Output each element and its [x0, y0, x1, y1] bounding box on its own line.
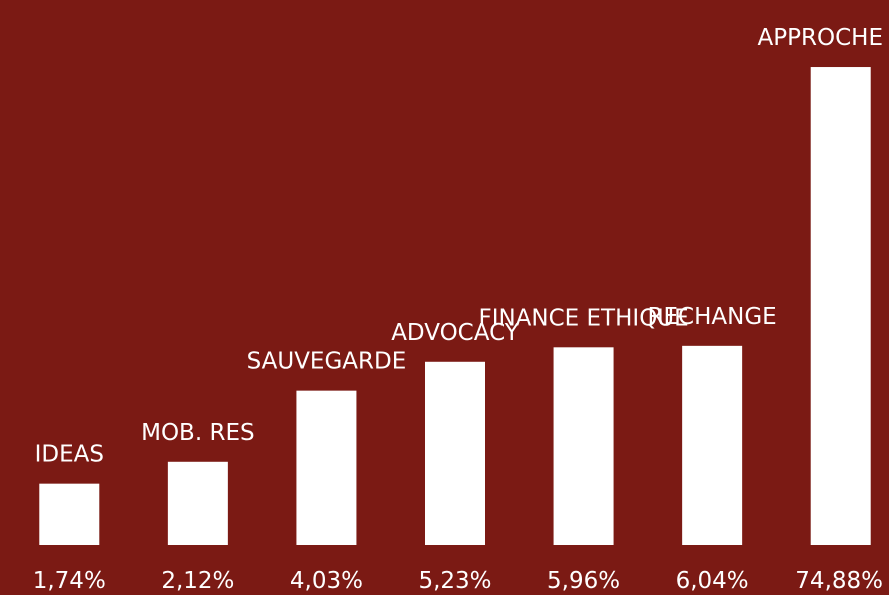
value-label: 74,88%	[795, 568, 883, 594]
value-label: 6,04%	[676, 568, 749, 594]
bar	[682, 345, 743, 545]
bar	[296, 390, 357, 545]
bar	[553, 347, 614, 545]
category-label: ADVOCACY	[391, 320, 520, 346]
category-label: IDEAS	[35, 442, 104, 468]
bar	[39, 483, 100, 545]
value-label: 5,23%	[418, 568, 491, 594]
category-label: APPROCHE	[758, 25, 883, 51]
value-label: 4,03%	[290, 568, 363, 594]
category-label: FINANCE ETHIQUE	[478, 305, 688, 331]
value-label: 2,12%	[161, 568, 234, 594]
value-label: 5,96%	[547, 568, 620, 594]
bar	[425, 361, 485, 545]
bar	[167, 461, 228, 545]
value-label: 1,74%	[33, 568, 106, 594]
bar	[810, 67, 871, 545]
category-label: RECHANGE	[648, 304, 777, 330]
category-label: SAUVEGARDE	[247, 349, 407, 375]
category-label: MOB. RES	[141, 420, 254, 446]
